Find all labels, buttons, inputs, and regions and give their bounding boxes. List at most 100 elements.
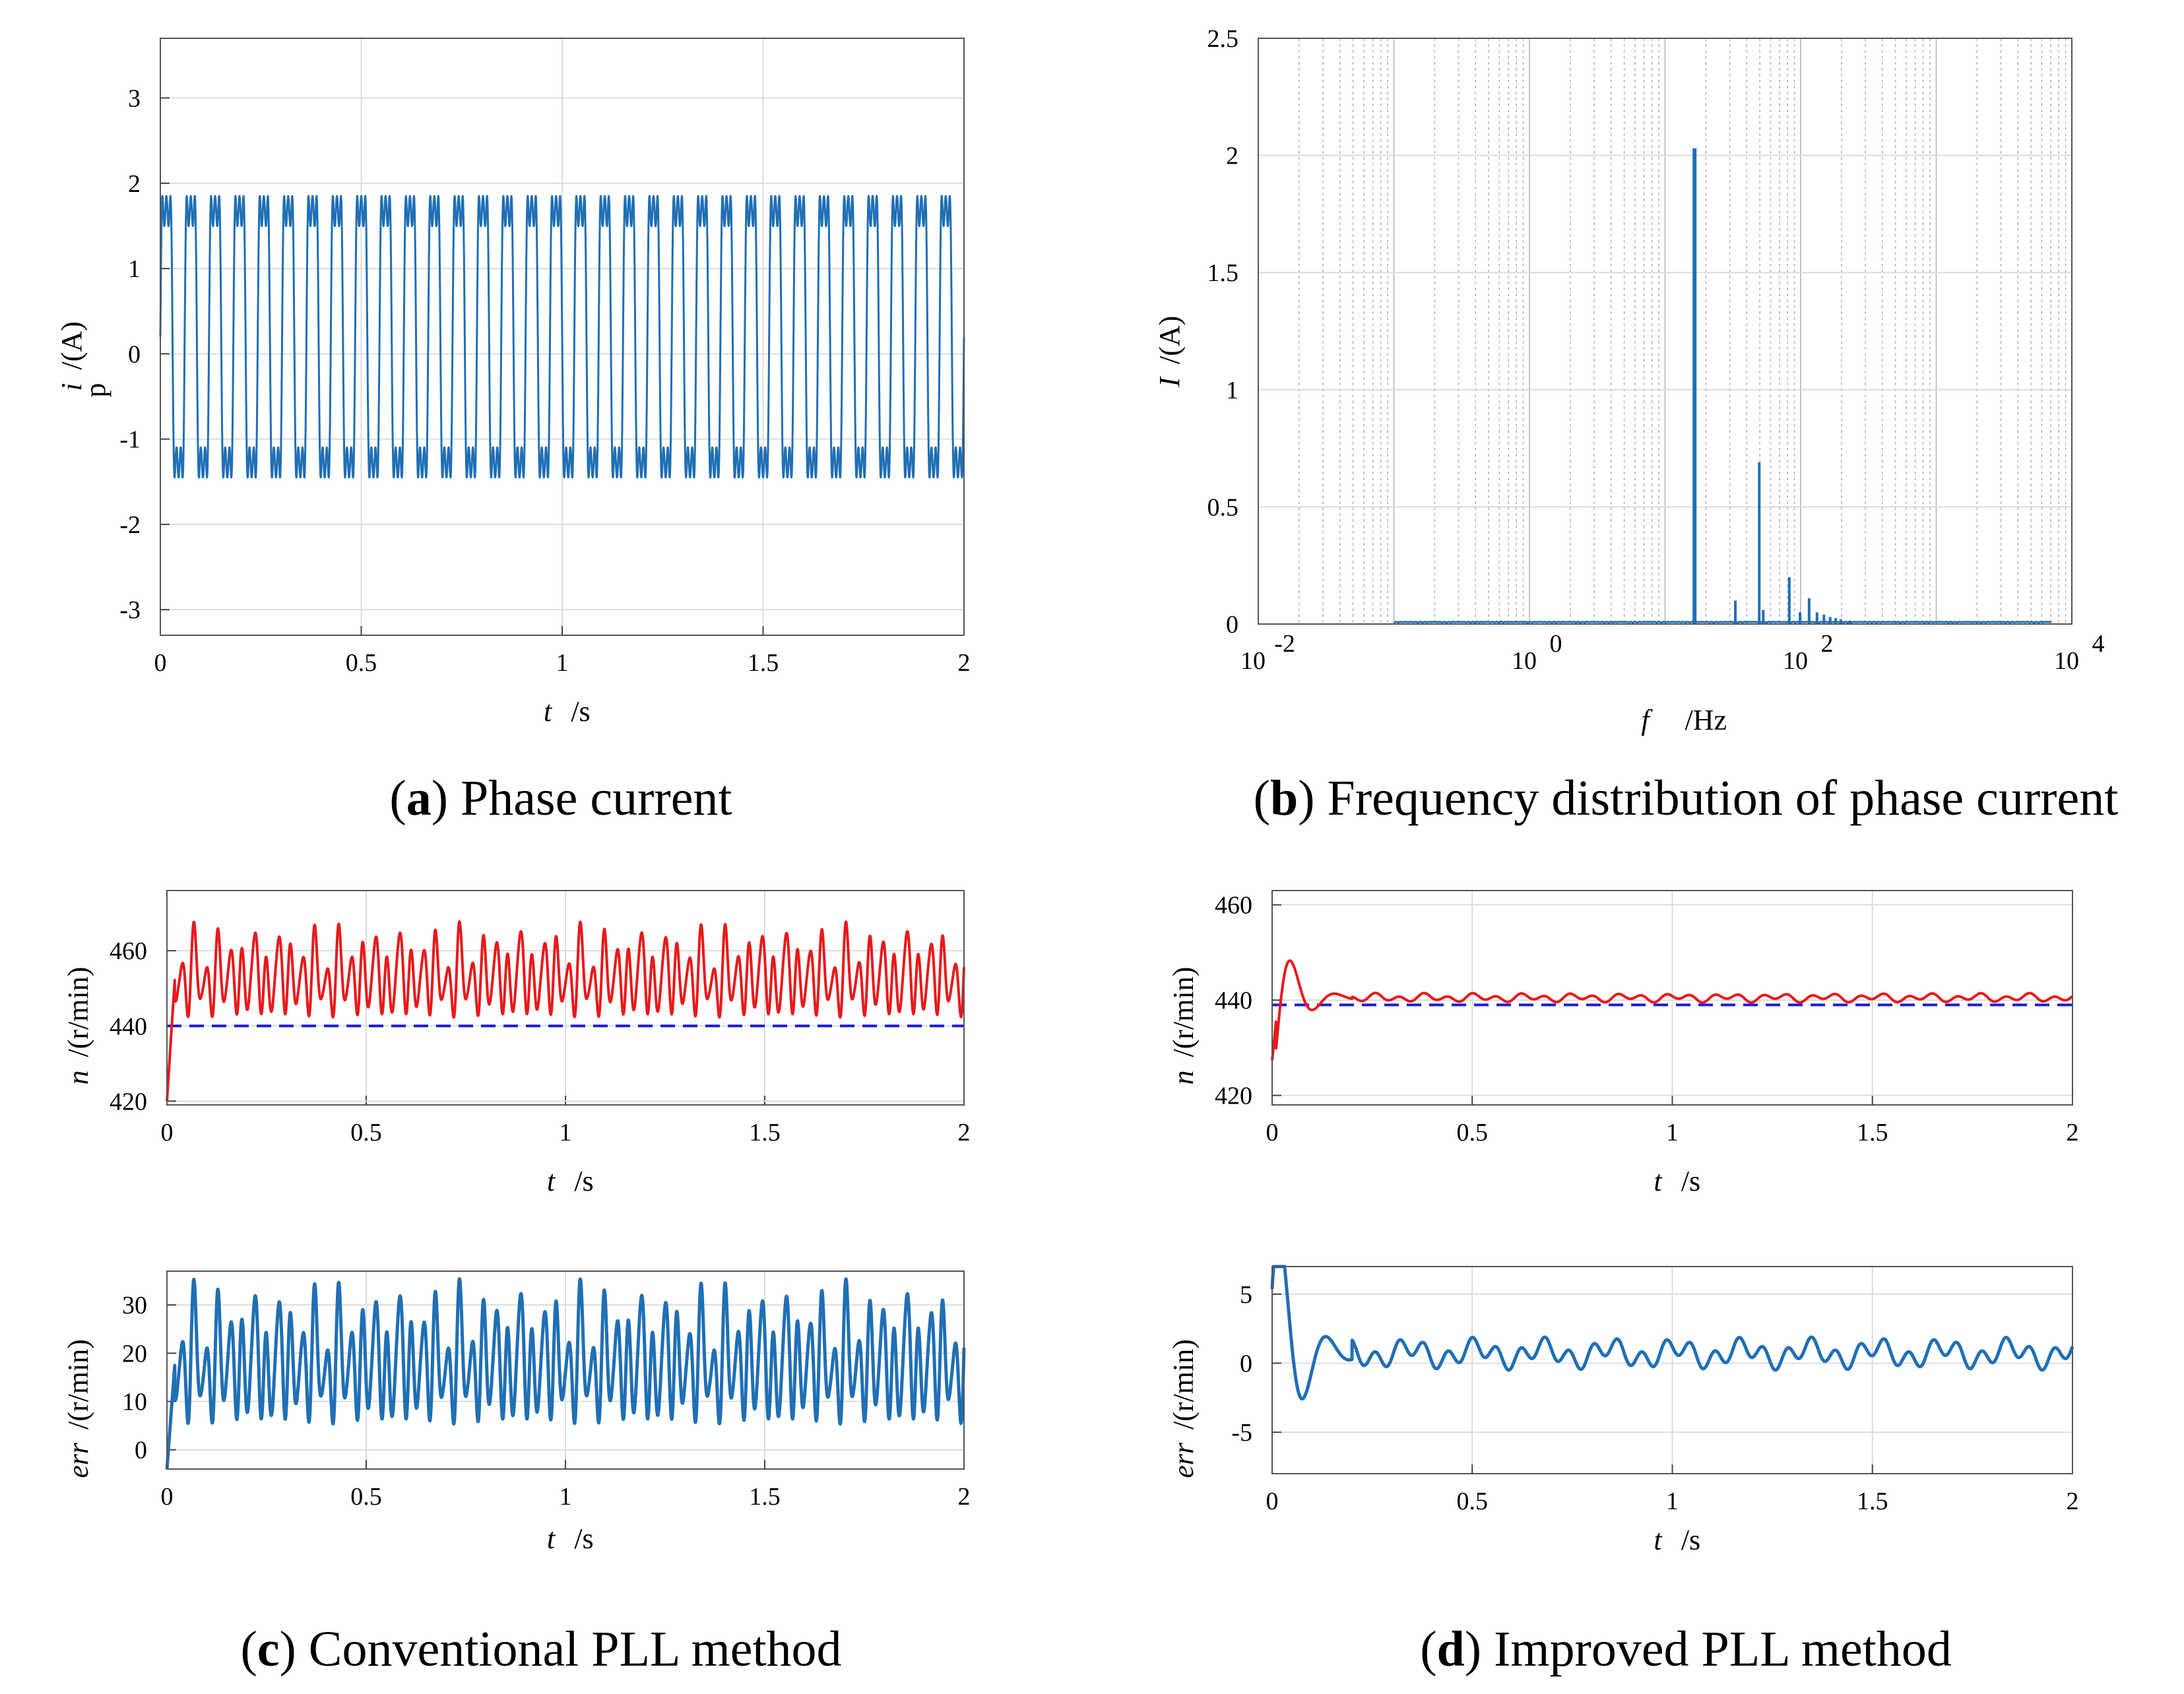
y-tick-label: 0 — [1240, 1350, 1252, 1378]
x-tick-label: 10 — [1783, 647, 1808, 675]
x-tick-label: 1.5 — [1857, 1119, 1888, 1146]
y-tick-label: -3 — [119, 596, 141, 624]
x-axis-label: t — [547, 1522, 556, 1555]
y-axis-label-group: ip /(A) — [55, 321, 112, 397]
x-tick-label: 1 — [556, 649, 569, 677]
x-tick-label: 2 — [2067, 1488, 2079, 1515]
y-tick-label: 420 — [110, 1088, 147, 1115]
y-axis-label: err — [1167, 1442, 1200, 1478]
x-tick-label: 0 — [161, 1483, 174, 1511]
plot-c1: 0 0.5 1 1.5 2 420 440 460 t/s n /(r/min) — [62, 890, 971, 1197]
plot-frame — [166, 890, 965, 1106]
x-tick-label: 0 — [1266, 1488, 1279, 1515]
x-tick-label: 10 — [2054, 647, 2079, 675]
x-tick-exponent: 4 — [2092, 630, 2105, 658]
phase-current-line — [159, 195, 965, 479]
x-tick-label: 1.5 — [1857, 1488, 1888, 1515]
y-tick-label: 0 — [1226, 611, 1238, 639]
y-axis-unit: /(r/min) — [62, 1339, 94, 1429]
y-axis-label: i — [55, 383, 88, 391]
x-axis-unit: /s — [1681, 1524, 1700, 1556]
x-axis-label: f — [1641, 704, 1653, 736]
y-tick-label: 10 — [122, 1389, 147, 1416]
y-tick-label: 420 — [1215, 1082, 1252, 1110]
speed-line — [166, 920, 965, 1102]
x-tick-label: 0 — [1266, 1119, 1279, 1146]
y-tick-label: 1.5 — [1207, 259, 1239, 287]
x-tick-label: 1.5 — [749, 1119, 781, 1146]
plot-a: 0 0.5 1 1.5 2 -3 -2 -1 0 1 2 3 t/s ip /(A) — [55, 38, 971, 728]
y-axis-unit: /(r/min) — [62, 967, 94, 1057]
y-tick-label: 0.5 — [1207, 493, 1239, 521]
y-tick-label: 2.5 — [1207, 25, 1239, 53]
y-tick-label: 0 — [128, 340, 141, 368]
y-axis-label-group: n /(r/min) — [62, 967, 94, 1085]
x-axis-unit: /Hz — [1685, 704, 1727, 736]
caption-b: (b) Frequency distribution of phase curr… — [1254, 770, 2119, 826]
y-tick-label: 2 — [1226, 142, 1238, 170]
x-tick-exponent: -2 — [1274, 630, 1295, 658]
y-axis-label: n — [1167, 1071, 1200, 1085]
x-tick-label: 0.5 — [350, 1119, 382, 1146]
y-tick-label: 440 — [110, 1013, 147, 1040]
y-axis-label-group: n /(r/min) — [1167, 967, 1200, 1085]
y-tick-label: -5 — [1231, 1419, 1252, 1447]
x-tick-label: 0.5 — [1457, 1119, 1489, 1146]
plot-frame — [160, 38, 965, 636]
x-axis-unit: /s — [1681, 1165, 1700, 1197]
y-axis-label: I — [1153, 376, 1186, 388]
y-axis-unit: /(r/min) — [1167, 967, 1200, 1057]
x-axis-label: t — [544, 695, 553, 728]
plot-d2: 0 0.5 1 1.5 2 -5 0 5 t/s err /(r/min) — [1167, 1265, 2079, 1556]
y-tick-label: -1 — [119, 426, 141, 454]
y-tick-label: 460 — [110, 937, 147, 965]
x-axis-unit: /s — [574, 1165, 593, 1197]
x-tick-label: 0 — [161, 1119, 174, 1146]
y-tick-label: 1 — [128, 255, 141, 283]
spectrum-noise-floor — [1393, 620, 2052, 624]
y-tick-label: 0 — [135, 1437, 147, 1464]
y-axis-label-group: err /(r/min) — [62, 1339, 94, 1478]
x-axis-label: t — [1654, 1165, 1663, 1197]
speed-line — [1271, 959, 2074, 1061]
x-tick-exponent: 0 — [1550, 630, 1562, 658]
x-tick-label: 1 — [1666, 1488, 1679, 1515]
x-tick-label: 2 — [958, 649, 971, 677]
x-tick-label: 0.5 — [350, 1483, 382, 1511]
y-axis-unit: /(A) — [1153, 316, 1186, 364]
y-tick-label: 2 — [128, 170, 141, 198]
caption-d2: (d) Improved PLL method — [1420, 1621, 1952, 1677]
y-axis-label-group: I /(A) — [1153, 316, 1186, 388]
plot-frame — [1258, 38, 2072, 625]
x-tick-label: 2 — [958, 1483, 971, 1511]
y-tick-label: 460 — [1215, 892, 1252, 920]
plot-d1: 0 0.5 1 1.5 2 420 440 460 t/s n /(r/min) — [1167, 890, 2079, 1197]
y-tick-label: 20 — [122, 1340, 147, 1367]
x-axis-label: t — [1654, 1524, 1663, 1556]
x-tick-label: 2 — [2067, 1119, 2079, 1146]
x-tick-label: 1 — [560, 1483, 572, 1511]
x-axis-unit: /s — [574, 1522, 593, 1555]
speed-error-line — [165, 1277, 966, 1470]
x-axis-label: t — [547, 1165, 556, 1197]
y-tick-label: 440 — [1215, 987, 1252, 1015]
plot-frame — [1271, 1266, 2073, 1474]
x-tick-label: 0 — [154, 649, 167, 677]
y-axis-label: err — [62, 1442, 94, 1478]
y-tick-label: 3 — [128, 85, 141, 113]
x-tick-label: 1.5 — [749, 1483, 781, 1511]
x-axis-unit: /s — [571, 695, 590, 728]
x-tick-exponent: 2 — [1821, 630, 1834, 658]
speed-error-line — [1270, 1265, 2074, 1400]
y-tick-label: -2 — [119, 511, 141, 539]
x-tick-label: 0.5 — [1457, 1488, 1489, 1515]
x-tick-label: 10 — [1240, 647, 1266, 675]
y-axis-label-group: err /(r/min) — [1167, 1339, 1200, 1478]
y-axis-unit: /(A) — [55, 321, 88, 369]
caption-a: (a) Phase current — [389, 770, 732, 826]
x-tick-label: 2 — [958, 1119, 971, 1146]
x-tick-label: 1 — [1666, 1119, 1679, 1146]
plot-frame — [1271, 890, 2073, 1106]
